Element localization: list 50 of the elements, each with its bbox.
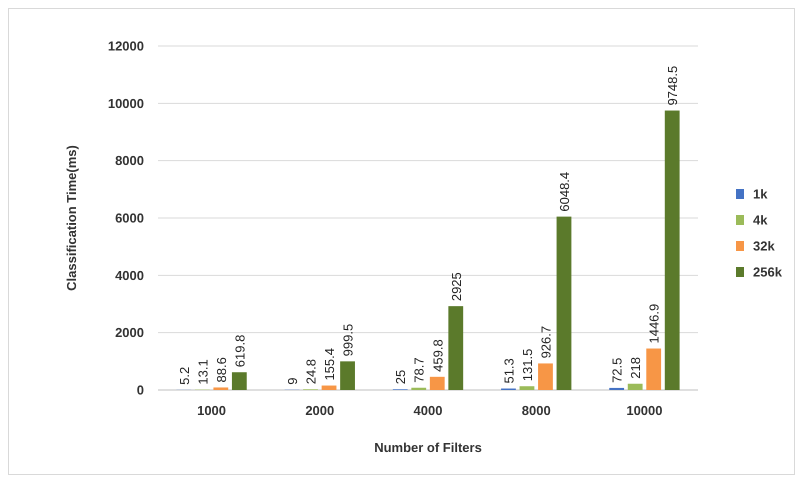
bar (520, 386, 534, 390)
data-label: 24.8 (304, 358, 319, 384)
bar (664, 110, 680, 390)
data-label: 5.2 (176, 366, 192, 385)
data-label: 155.4 (322, 348, 338, 381)
x-tick-label: 1000 (197, 403, 226, 418)
bar (448, 306, 464, 390)
data-label: 88.6 (214, 357, 229, 382)
y-tick-label: 12000 (108, 38, 144, 54)
data-label: 131.5 (520, 348, 535, 382)
x-tick-label: 4000 (414, 403, 442, 418)
bar (556, 216, 572, 390)
data-label: 9 (285, 378, 300, 385)
bar (213, 387, 228, 390)
data-label: 78.7 (412, 357, 427, 383)
x-tick-label: 8000 (522, 403, 551, 418)
bar (628, 384, 643, 390)
legend-label: 4k (753, 212, 768, 228)
data-label: 218 (628, 357, 644, 379)
x-tick-label: 10000 (626, 403, 663, 418)
y-tick-label: 10000 (108, 96, 144, 111)
bar (538, 363, 553, 390)
y-tick-label: 2000 (115, 325, 144, 340)
data-label: 1446.9 (646, 304, 662, 344)
data-label: 619.8 (232, 334, 248, 368)
bar (232, 372, 247, 390)
bar (646, 348, 662, 390)
data-label: 72.5 (610, 358, 625, 383)
data-label: 999.5 (340, 324, 356, 356)
y-tick-label: 8000 (115, 153, 144, 168)
bar (322, 386, 336, 390)
data-label: 459.8 (430, 339, 446, 372)
data-label: 13.1 (195, 359, 210, 385)
legend-label: 32k (753, 238, 776, 254)
data-label: 926.7 (538, 326, 554, 358)
y-tick-label: 0 (136, 382, 144, 398)
x-axis-title: Number of Filters (374, 440, 482, 455)
data-label: 9748.5 (665, 66, 680, 106)
legend-label: 1k (753, 186, 768, 202)
bar (340, 361, 355, 390)
data-label: 2925 (448, 272, 464, 302)
y-axis-title: Classification Time(ms) (64, 145, 79, 291)
y-tick-label: 6000 (115, 210, 144, 226)
legend-label: 256k (753, 264, 783, 280)
x-tick-label: 2000 (305, 403, 334, 418)
data-label: 6048.4 (556, 172, 572, 212)
data-label: 25 (393, 370, 408, 384)
bar (430, 376, 445, 390)
y-tick-label: 4000 (115, 268, 144, 283)
data-label: 51.3 (501, 358, 516, 384)
